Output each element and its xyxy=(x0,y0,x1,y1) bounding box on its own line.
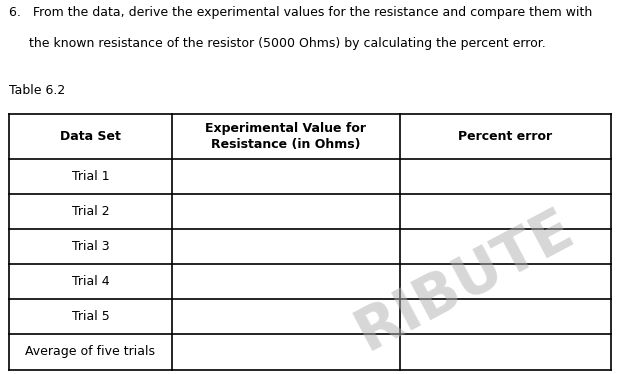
Text: Data Set: Data Set xyxy=(60,130,121,143)
Text: Trial 2: Trial 2 xyxy=(72,205,109,218)
Text: Experimental Value for
Resistance (in Ohms): Experimental Value for Resistance (in Oh… xyxy=(205,122,366,151)
Text: Trial 3: Trial 3 xyxy=(72,240,109,253)
Text: the known resistance of the resistor (5000 Ohms) by calculating the percent erro: the known resistance of the resistor (50… xyxy=(9,37,546,50)
Text: Table 6.2: Table 6.2 xyxy=(9,84,66,97)
Bar xyxy=(9,114,611,370)
Text: Average of five trials: Average of five trials xyxy=(25,346,156,358)
Text: 6.   From the data, derive the experimental values for the resistance and compar: 6. From the data, derive the experimenta… xyxy=(9,6,593,19)
Text: Trial 5: Trial 5 xyxy=(72,310,109,324)
Text: Trial 1: Trial 1 xyxy=(72,170,109,183)
Text: Trial 4: Trial 4 xyxy=(72,275,109,288)
Text: RIBUTE: RIBUTE xyxy=(347,199,583,362)
Text: Percent error: Percent error xyxy=(458,130,552,143)
